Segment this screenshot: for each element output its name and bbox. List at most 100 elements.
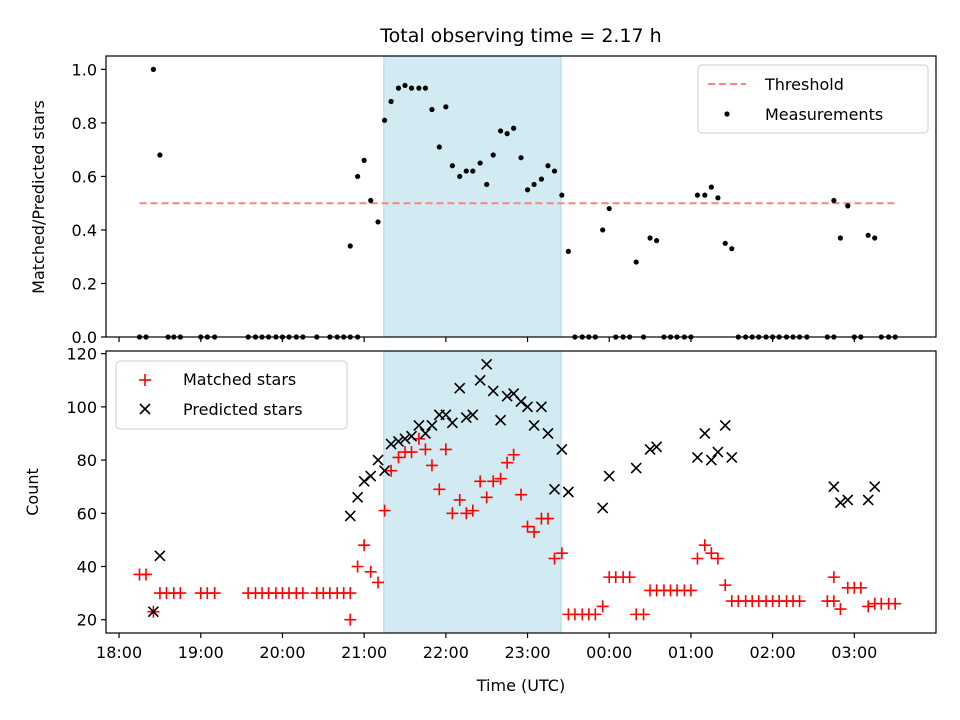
measurement-point xyxy=(545,163,551,169)
predicted-star-point xyxy=(712,446,724,458)
measurement-point xyxy=(538,176,545,182)
matched-star-point xyxy=(405,446,418,459)
measurement-point xyxy=(422,85,429,91)
matched-star-point xyxy=(466,504,479,517)
predicted-star-point xyxy=(597,502,609,514)
measurement-point xyxy=(490,152,496,158)
legend-threshold-label: Threshold xyxy=(764,75,844,94)
predicted-star-point xyxy=(515,395,527,408)
matched-star-point xyxy=(344,587,357,600)
matched-star-point xyxy=(364,565,377,578)
predicted-star-point xyxy=(405,430,418,442)
matched-star-point xyxy=(433,483,446,496)
predicted-star-point xyxy=(426,419,438,432)
x-axis-label: Time (UTC) xyxy=(476,676,565,695)
measurement-point xyxy=(477,160,483,166)
matched-star-point xyxy=(378,504,391,517)
predicted-star-point xyxy=(454,382,466,394)
measurement-point xyxy=(531,181,537,188)
matched-star-point xyxy=(541,512,554,525)
measurement-point xyxy=(865,232,871,238)
top-legend-box xyxy=(697,64,929,134)
predicted-star-point xyxy=(372,454,384,466)
matched-star-point xyxy=(140,568,153,581)
matched-star-point xyxy=(344,613,357,626)
measurement-point xyxy=(831,197,837,204)
y-tick-label: 80 xyxy=(77,451,97,470)
measurement-point xyxy=(443,104,449,110)
matched-star-point xyxy=(834,603,847,616)
predicted-star-point xyxy=(705,454,717,466)
predicted-star-point xyxy=(467,409,479,421)
predicted-star-point xyxy=(726,451,738,463)
observing-window-shade xyxy=(383,55,562,338)
measurement-point xyxy=(429,106,435,113)
measurement-point xyxy=(347,243,353,249)
predicted-star-point xyxy=(719,419,731,432)
top-y-axis-label: Matched/Predicted stars xyxy=(29,100,48,294)
predicted-star-point xyxy=(352,491,364,503)
bottom-shaded-interval xyxy=(383,350,562,634)
x-tick-label: 02:00 xyxy=(750,643,796,662)
predicted-star-point xyxy=(542,427,554,440)
matched-star-point xyxy=(515,488,527,501)
y-tick-label: 20 xyxy=(77,611,97,630)
y-tick-label: 1.0 xyxy=(72,60,97,79)
top-legend: Threshold Measurements xyxy=(697,64,929,134)
legend-predicted-swatch xyxy=(139,403,151,415)
y-tick-label: 0.8 xyxy=(72,114,97,133)
predicted-star-point xyxy=(344,510,356,522)
predicted-star-point xyxy=(392,435,405,448)
measurement-point xyxy=(845,203,851,209)
matched-star-point xyxy=(637,608,650,621)
measurement-point xyxy=(565,248,571,254)
bottom-x-ticks: 18:00 19:00 20:00 21:00 22:00 23:00 00:00 01:00… xyxy=(96,633,877,662)
y-tick-label: 120 xyxy=(66,345,97,364)
predicted-star-point xyxy=(842,494,854,506)
measurement-point xyxy=(694,192,701,198)
y-tick-label: 100 xyxy=(66,398,97,417)
matched-star-point xyxy=(358,539,371,552)
measurement-point xyxy=(504,131,510,137)
matched-star-point xyxy=(446,507,459,520)
matched-star-point xyxy=(425,459,438,472)
predicted-star-point xyxy=(548,483,561,495)
predicted-stars-points xyxy=(147,358,881,618)
measurement-point xyxy=(837,235,844,241)
matched-star-point xyxy=(684,584,697,597)
matched-star-point xyxy=(439,443,452,456)
predicted-star-point xyxy=(691,451,704,463)
measurement-point xyxy=(416,85,422,91)
matched-star-point xyxy=(528,525,541,538)
matched-star-point xyxy=(889,597,902,610)
legend-matched-swatch xyxy=(139,374,151,386)
measurement-point xyxy=(551,168,558,174)
legend-predicted-label: Predicted stars xyxy=(183,400,303,419)
measurement-point xyxy=(511,125,517,131)
predicted-star-point xyxy=(562,486,574,498)
predicted-star-point xyxy=(862,494,874,506)
predicted-star-point xyxy=(501,390,513,402)
predicted-star-point xyxy=(828,481,840,493)
x-tick-label: 18:00 xyxy=(96,643,142,662)
matched-star-point xyxy=(494,472,507,485)
measurement-point xyxy=(157,152,163,158)
matched-star-point xyxy=(705,547,718,560)
measurement-point xyxy=(524,187,531,193)
predicted-star-point xyxy=(399,433,411,445)
top-x-ticks xyxy=(118,337,855,342)
measurement-point xyxy=(497,128,504,134)
predicted-star-point xyxy=(556,443,568,455)
matched-star-point xyxy=(827,571,840,584)
predicted-star-point xyxy=(385,438,397,450)
measurement-point xyxy=(150,66,156,72)
predicted-star-point xyxy=(365,470,377,482)
matched-star-point xyxy=(480,491,493,504)
x-tick-label: 21:00 xyxy=(341,643,387,662)
predicted-star-point xyxy=(419,427,431,440)
measurement-point xyxy=(436,144,442,150)
predicted-star-point xyxy=(644,443,656,455)
matched-star-point xyxy=(501,456,514,469)
matched-star-point xyxy=(691,552,704,565)
measurement-point xyxy=(375,219,381,225)
